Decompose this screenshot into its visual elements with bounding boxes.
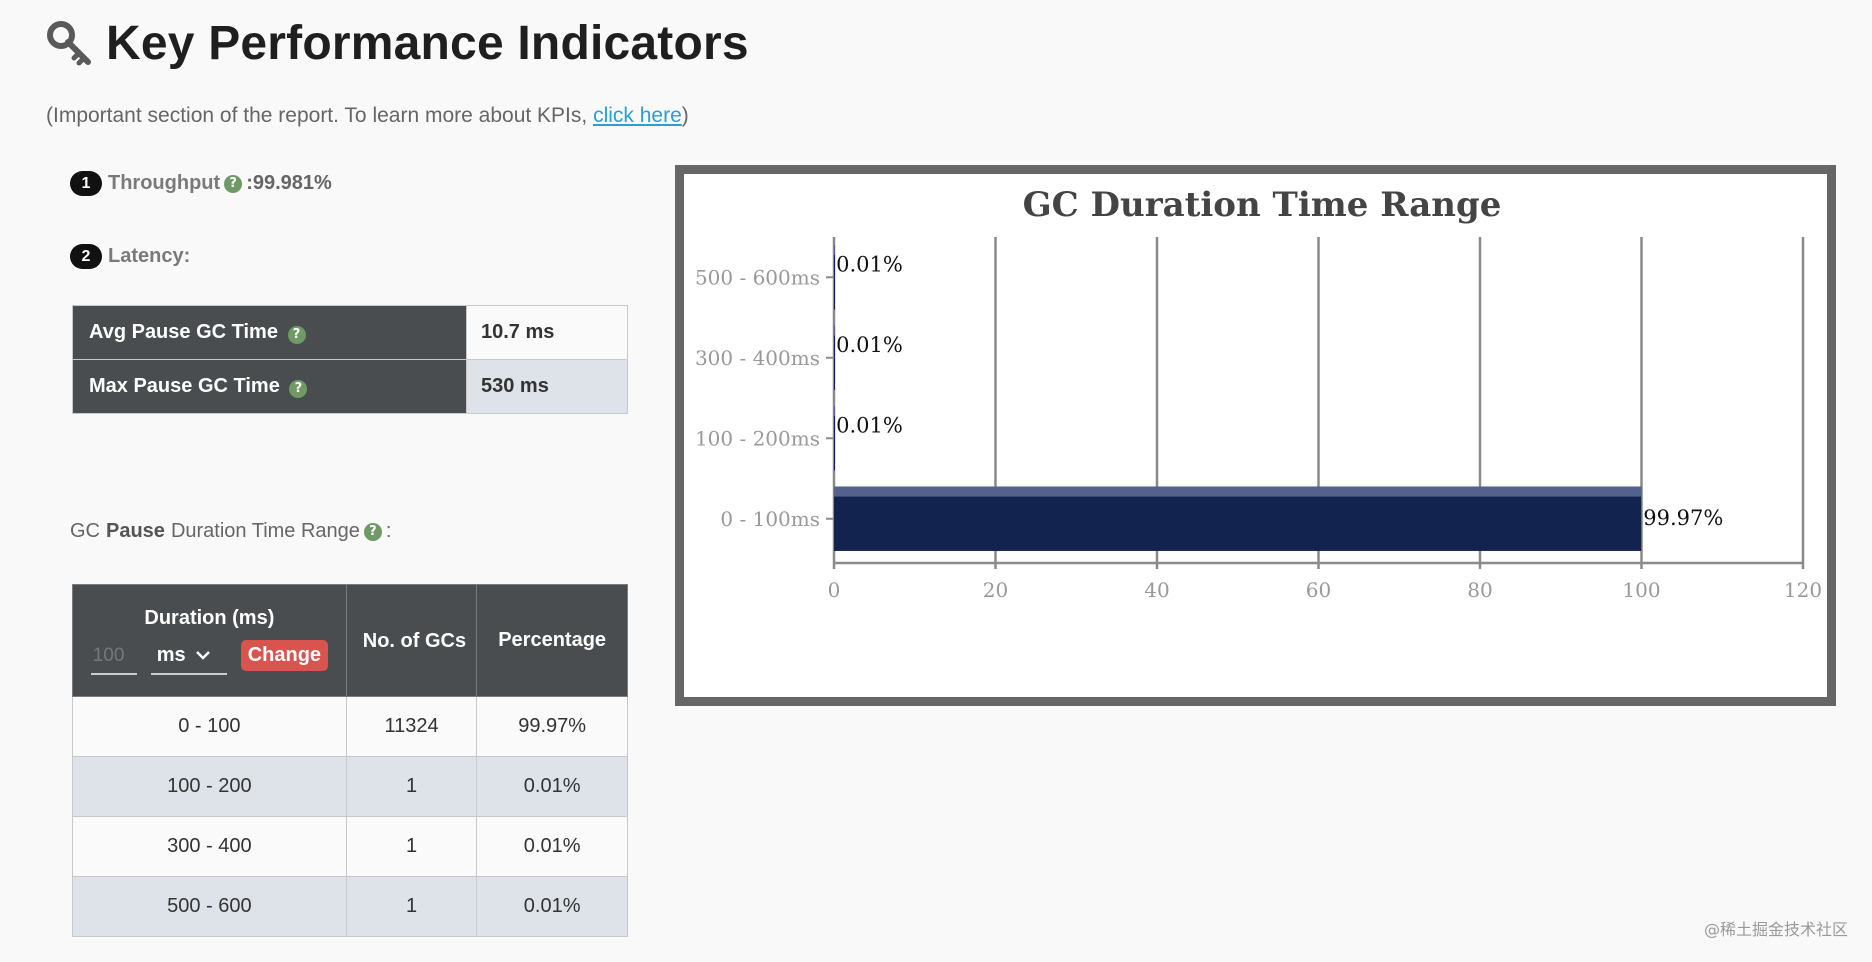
subtitle-close: ): [681, 104, 689, 127]
latency-table: Avg Pause GC Time ? 10.7 ms Max Pause GC…: [72, 305, 628, 414]
max-pause-label-cell: Max Pause GC Time ?: [72, 359, 467, 414]
bar-value-label: 0.01%: [836, 333, 903, 357]
bar-highlight: [834, 486, 1642, 497]
bar: [834, 245, 835, 310]
bar-highlight: [834, 325, 835, 336]
kpi-subtitle: (Important section of the report. To lea…: [46, 104, 689, 128]
table-row: Max Pause GC Time ? 530 ms: [72, 359, 628, 414]
x-tick-label: 60: [1306, 578, 1331, 602]
latency-line: 2 Latency:: [70, 244, 190, 269]
table-row: 100 - 200 1 0.01%: [72, 756, 628, 817]
throughput-line: 1 Throughput ? : 99.981%: [70, 171, 332, 196]
x-tick-label: 100: [1622, 578, 1660, 602]
bar-highlight: [834, 245, 835, 256]
bar-highlight: [834, 406, 835, 417]
chart-labels: 0 20 40 60 80 100 120 500 - 600ms 0.01% 300 - 400…: [695, 252, 1822, 602]
help-icon[interactable]: ?: [287, 325, 306, 344]
bar: [834, 325, 835, 390]
y-category-label: 300 - 400ms: [695, 346, 820, 370]
percentage-cell: 0.01%: [476, 876, 628, 937]
x-tick-label: 120: [1784, 578, 1822, 602]
help-icon[interactable]: ?: [224, 174, 243, 193]
chart-bars: [834, 245, 1642, 551]
gc-duration-chart: GC Duration Time Range 0 20 40 60 80 100 120 50…: [675, 165, 1836, 706]
count-cell: 1: [345, 876, 478, 937]
table-row: 500 - 600 1 0.01%: [72, 876, 628, 937]
chart-svg: GC Duration Time Range 0 20 40 60 80 100 120 50…: [695, 185, 1822, 602]
gc-range-title-bold: Pause: [106, 520, 165, 542]
bar-value-label: 99.97%: [1643, 506, 1723, 530]
bar: [834, 486, 1642, 551]
throughput-separator: :: [246, 172, 253, 194]
duration-header: Duration (ms) ms Change: [72, 584, 347, 697]
count-header: No. of GCs: [345, 584, 478, 697]
latency-label: Latency:: [108, 245, 191, 267]
x-tick-label: 80: [1467, 578, 1492, 602]
table-header-row: Duration (ms) ms Change No. of GCs Perce…: [72, 584, 628, 697]
percentage-cell: 0.01%: [476, 756, 628, 817]
table-row: Avg Pause GC Time ? 10.7 ms: [72, 305, 628, 360]
x-tick-label: 40: [1144, 578, 1169, 602]
table-row: 300 - 400 1 0.01%: [72, 816, 628, 877]
x-tick-label: 0: [828, 578, 841, 602]
gc-range-title-suffix: :: [385, 520, 392, 542]
x-tick-label: 20: [983, 578, 1008, 602]
gc-range-title-post: Duration Time Range: [170, 520, 360, 542]
avg-pause-label-cell: Avg Pause GC Time ?: [72, 305, 467, 360]
avg-pause-value: 10.7 ms: [466, 305, 628, 360]
unit-select[interactable]: ms: [150, 642, 227, 675]
percentage-cell: 99.97%: [476, 696, 628, 757]
count-cell: 11324: [345, 696, 478, 757]
bar-value-label: 0.01%: [836, 252, 903, 276]
gc-range-title: GC Pause Duration Time Range ?:: [70, 520, 391, 543]
range-cell: 0 - 100: [72, 696, 347, 757]
gc-range-title-pre: GC: [70, 520, 100, 542]
chevron-down-icon: [195, 651, 210, 660]
chart-title: GC Duration Time Range: [1023, 185, 1502, 225]
max-pause-label: Max Pause GC Time: [89, 375, 280, 397]
subtitle-text: (Important section of the report. To lea…: [46, 104, 594, 127]
y-category-label: 0 - 100ms: [720, 507, 820, 531]
help-icon[interactable]: ?: [289, 379, 308, 398]
avg-pause-label: Avg Pause GC Time: [89, 321, 278, 343]
range-cell: 100 - 200: [72, 756, 347, 817]
help-icon[interactable]: ?: [363, 522, 382, 541]
throughput-number-badge: 1: [70, 171, 102, 196]
duration-input[interactable]: [90, 642, 137, 675]
throughput-label: Throughput: [108, 172, 221, 194]
page-title: Key Performance Indicators: [106, 17, 749, 70]
kpi-learn-more-link[interactable]: click here: [593, 104, 682, 127]
throughput-value: 99.981%: [252, 172, 332, 194]
duration-header-label: Duration (ms): [144, 606, 275, 629]
percentage-cell: 0.01%: [476, 816, 628, 877]
y-category-label: 100 - 200ms: [695, 426, 820, 450]
bar: [834, 406, 835, 471]
key-icon: [47, 20, 91, 65]
percentage-header: Percentage: [476, 584, 628, 697]
watermark: @稀土掘金技术社区: [1703, 920, 1848, 939]
y-category-label: 500 - 600ms: [695, 265, 820, 289]
duration-controls: ms Change: [74, 639, 345, 675]
latency-number-badge: 2: [70, 244, 102, 269]
range-cell: 300 - 400: [72, 816, 347, 877]
range-cell: 500 - 600: [72, 876, 347, 937]
count-cell: 1: [345, 816, 478, 877]
page-header: Key Performance Indicators: [46, 16, 749, 71]
max-pause-value: 530 ms: [466, 359, 628, 414]
count-cell: 1: [345, 756, 478, 817]
table-row: 0 - 100 11324 99.97%: [72, 696, 628, 757]
change-button[interactable]: Change: [240, 639, 329, 671]
gc-range-table: Duration (ms) ms Change No. of GCs Perce…: [72, 584, 628, 937]
bar-value-label: 0.01%: [836, 413, 903, 437]
unit-select-value: ms: [156, 643, 186, 666]
